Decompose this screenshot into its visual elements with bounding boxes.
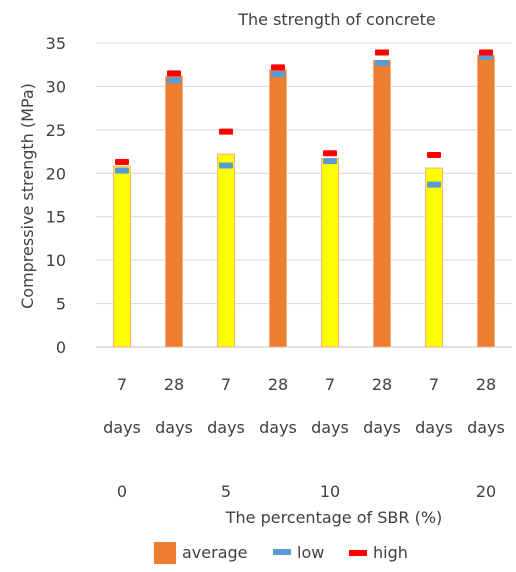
marker-high: [323, 150, 337, 157]
y-tick-labels: 0 5 10 15 20 25 30 35: [46, 34, 66, 357]
category-label-unit: days: [259, 418, 297, 437]
category-label-age: 7: [325, 375, 335, 394]
legend-label-low: low: [297, 543, 324, 562]
category-label-unit: days: [311, 418, 349, 437]
marker-low: [115, 167, 129, 174]
category-labels: 7 days 0 28 days 7 days 5 28 days 7 days 10 28 days 7 da…: [103, 375, 505, 501]
category-label-age: 28: [476, 375, 496, 394]
legend-label-high: high: [373, 543, 408, 562]
marker-high: [167, 70, 181, 77]
marker-high: [479, 49, 493, 56]
y-tick-label: 5: [56, 295, 66, 314]
y-tick-label: 10: [46, 251, 66, 270]
gridlines: [96, 42, 512, 348]
bar-average: [477, 54, 495, 348]
legend: average low high: [154, 542, 408, 564]
marker-high: [115, 158, 129, 165]
marker-low: [323, 158, 337, 165]
legend-label-average: average: [182, 543, 248, 562]
marker-low: [375, 59, 389, 66]
category-label-unit: days: [363, 418, 401, 437]
y-tick-label: 0: [56, 338, 66, 357]
category-label-sbr: 0: [117, 482, 127, 501]
y-tick-label: 20: [46, 164, 66, 183]
y-axis-label: Compressive strength (MPa): [18, 83, 37, 309]
category-label-sbr: 20: [476, 482, 496, 501]
marker-low: [271, 71, 285, 78]
bar-average: [373, 59, 391, 348]
legend-swatch-low: [273, 549, 291, 555]
y-tick-label: 35: [46, 34, 66, 53]
marker-high: [375, 49, 389, 56]
category-label-age: 28: [268, 375, 288, 394]
marker-low: [219, 162, 233, 169]
bars: [113, 54, 495, 348]
category-label-unit: days: [467, 418, 505, 437]
x-axis-label: The percentage of SBR (%): [225, 508, 443, 527]
legend-swatch-average: [154, 542, 176, 564]
category-label-unit: days: [103, 418, 141, 437]
category-label-age: 28: [372, 375, 392, 394]
category-label-age: 7: [117, 375, 127, 394]
bar-average: [113, 165, 131, 348]
y-tick-label: 30: [46, 77, 66, 96]
category-label-unit: days: [155, 418, 193, 437]
marker-high: [219, 128, 233, 135]
marker-low: [427, 181, 441, 188]
category-label-age: 7: [221, 375, 231, 394]
bar-average: [269, 69, 287, 348]
marker-low: [167, 77, 181, 84]
legend-swatch-high: [349, 550, 367, 556]
category-label-age: 28: [164, 375, 184, 394]
chart-title: The strength of concrete: [237, 10, 436, 29]
category-label-age: 7: [429, 375, 439, 394]
category-label-sbr: 5: [221, 482, 231, 501]
category-label-sbr: 10: [320, 482, 340, 501]
y-tick-label: 15: [46, 208, 66, 227]
markers: [115, 49, 493, 188]
bar-average: [425, 167, 443, 348]
bar-average: [217, 153, 235, 348]
marker-high: [271, 64, 285, 71]
bar-average: [165, 75, 183, 348]
y-tick-label: 25: [46, 121, 66, 140]
category-label-unit: days: [207, 418, 245, 437]
category-label-unit: days: [415, 418, 453, 437]
bar-average: [321, 158, 339, 348]
marker-high: [427, 152, 441, 159]
